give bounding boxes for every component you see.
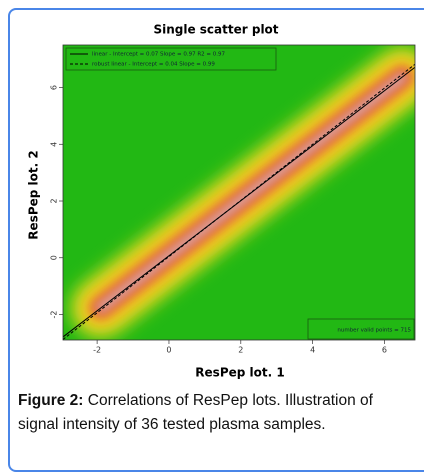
x-tick-label: 2	[238, 346, 243, 355]
note: number valid points = 715	[337, 328, 411, 334]
x-tick-label: -2	[93, 346, 101, 355]
plot-area: linear - Intercept = 0.07 Slope = 0.97 R…	[63, 45, 415, 340]
x-tick-label: 0	[166, 346, 171, 355]
y-tick-label: 0	[50, 255, 59, 260]
x-tick-label: 4	[310, 346, 315, 355]
x-axis-label: ResPep lot. 1	[195, 366, 284, 380]
fit-line	[63, 66, 415, 338]
legend-label: linear - Intercept = 0.07 Slope = 0.97 R…	[92, 52, 226, 58]
y-tick-label: -2	[50, 310, 59, 318]
legend-box	[65, 47, 277, 71]
y-tick-label: 4	[50, 142, 59, 147]
y-tick-label: 2	[50, 198, 59, 203]
legend-label: robust linear - Intercept = 0.04 Slope =…	[92, 62, 215, 68]
x-tick-label: 6	[382, 346, 387, 355]
chart-title: Single scatter plot	[153, 23, 278, 37]
chart: Single scatter plot ResPep lot. 1 ResPep…	[27, 23, 416, 380]
y-tick-label: 6	[50, 85, 59, 90]
y-axis-label: ResPep lot. 2	[27, 150, 41, 239]
note-box	[307, 318, 415, 340]
plot-border	[62, 44, 416, 341]
fit-line	[63, 63, 415, 340]
page: Single scatter plot ResPep lot. 1 ResPep…	[8, 8, 424, 472]
caption-label: Figure 2:	[18, 392, 84, 409]
caption-text: Correlations of ResPep lots. Illustratio…	[18, 392, 373, 433]
caption: Figure 2: Correlations of ResPep lots. I…	[18, 389, 414, 437]
